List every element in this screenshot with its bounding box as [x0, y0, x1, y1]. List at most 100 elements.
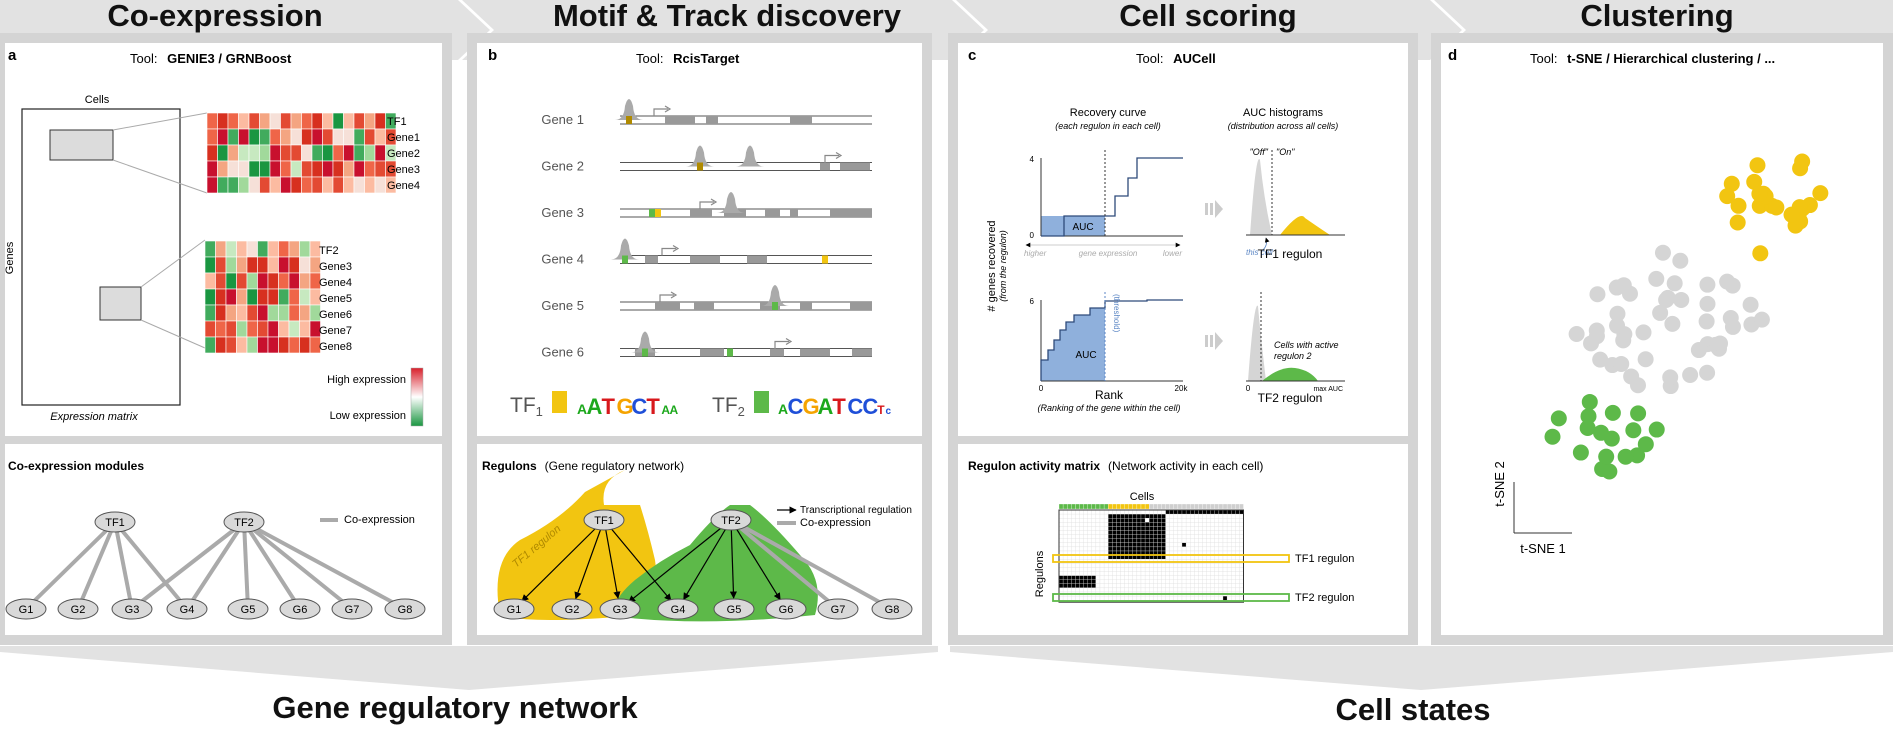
matrix-cell [1067, 518, 1072, 523]
exon [770, 348, 784, 357]
matrix-cell [1103, 571, 1109, 576]
matrix-cell [1198, 538, 1203, 543]
heatmap1-cell [269, 144, 281, 162]
matrix-cell [1161, 509, 1166, 515]
matrix-cell [1177, 530, 1183, 535]
matrix-cell [1198, 534, 1203, 539]
matrix-cell [1112, 571, 1117, 576]
matrix-cell [1058, 542, 1064, 548]
matrix-cell [1124, 579, 1129, 584]
matrix-cell [1095, 542, 1101, 548]
tss-arrow-head [785, 337, 793, 346]
matrix-cell [1099, 587, 1105, 593]
matrix-cell [1140, 509, 1146, 515]
matrix-cell [1112, 567, 1117, 572]
cell-annotation [1091, 503, 1097, 510]
matrix-cell [1091, 509, 1097, 515]
matrix-cell [1144, 509, 1150, 515]
heatmap1-cell [353, 144, 365, 162]
matrix-cell [1157, 579, 1162, 584]
matrix-cell [1075, 534, 1080, 539]
tf2-label: TF [712, 394, 738, 417]
gene-node [57, 598, 99, 620]
heatmap2-cell [288, 336, 300, 354]
matrix-cell [1136, 538, 1142, 543]
cell-annotation [1071, 503, 1076, 510]
matrix-cell [1079, 587, 1084, 593]
matrix-cell [1079, 579, 1084, 584]
matrix-cell [1165, 538, 1170, 543]
matrix-cell [1132, 538, 1138, 543]
x-mid-label: gene expression [1079, 249, 1138, 258]
heatmap1-row-label: Gene4 [387, 180, 420, 192]
matrix-cell [1058, 509, 1064, 515]
motif-site [727, 348, 733, 357]
heatmap1-cell [311, 160, 323, 178]
matrix-cell [1140, 587, 1146, 593]
matrix-cell [1112, 522, 1117, 527]
motif-letter: C [862, 394, 878, 419]
matrix-cell [1218, 595, 1224, 601]
matrix-cell [1169, 534, 1174, 539]
heatmap1-cell [364, 176, 376, 194]
matrix-cell [1108, 530, 1113, 535]
heatmap2-cell [225, 272, 237, 290]
matrix-caption: Expression matrix [50, 411, 138, 423]
matrix-cell [1190, 563, 1195, 568]
matrix-cell [1206, 518, 1211, 523]
tsne-point-grey [1682, 366, 1699, 383]
heatmap2-row-label: Gene3 [319, 261, 352, 273]
matrix-cell [1108, 526, 1113, 531]
matrix-cell [1153, 563, 1158, 568]
matrix-cell [1169, 530, 1174, 535]
matrix-cell [1157, 563, 1162, 568]
heatmap2-cell [204, 288, 216, 306]
coexpression-edges [24, 520, 406, 611]
matrix-cell [1185, 579, 1191, 584]
matrix-cell [1210, 542, 1215, 548]
matrix-cell [1140, 563, 1146, 568]
exon [820, 162, 830, 171]
matrix-cell [1128, 518, 1133, 523]
matrix-cell [1144, 587, 1150, 593]
matrix-cell [1120, 513, 1125, 519]
matrix-cell [1132, 571, 1138, 576]
matrix-cell [1124, 518, 1129, 523]
tss-arrow [699, 201, 714, 209]
cell-annotation [1116, 503, 1121, 510]
matrix-cell [1071, 546, 1076, 552]
gene-node [551, 598, 593, 620]
matrix-cell [1149, 575, 1154, 580]
matrix-cell [1177, 571, 1183, 576]
hist-zero: 0 [1246, 384, 1251, 393]
matrix-cell [1222, 571, 1228, 576]
matrix-cell [1116, 522, 1121, 527]
matrix-cell [1091, 522, 1097, 527]
matrix-cell [1239, 522, 1244, 527]
matrix-cell [1058, 530, 1064, 535]
matrix-cell [1144, 563, 1150, 568]
matrix-cell [1140, 538, 1146, 543]
recovery-y-label: # genes recovered [986, 220, 998, 311]
matrix-cell [1185, 538, 1191, 543]
matrix-cell [1235, 587, 1240, 593]
matrix-cell [1231, 534, 1236, 539]
active-cells-label-1: Cells with active [1274, 340, 1339, 350]
tool-name-d: t-SNE / Hierarchical clustering / ... [1567, 51, 1775, 66]
tsne-point-yellow [1719, 188, 1736, 205]
matrix-cell [1161, 534, 1166, 539]
matrix-cell [1185, 571, 1191, 576]
matrix-cell [1169, 567, 1174, 572]
matrix-cell [1235, 513, 1240, 519]
heatmap2-cell [236, 272, 248, 290]
arrow-to-histogram-upper-head [1215, 200, 1223, 218]
motif-letter: C [631, 394, 647, 419]
tf2-regulon-hist-label: TF2 regulon [1258, 391, 1323, 405]
tool-prefix-c: Tool: [1136, 51, 1163, 66]
matrix-cell [1091, 583, 1097, 589]
matrix-cell [1198, 587, 1203, 593]
matrix-cell [1214, 534, 1220, 539]
matrix-cell [1140, 522, 1146, 527]
matrix-cell [1099, 595, 1105, 601]
tsne-point-green [1581, 393, 1598, 410]
